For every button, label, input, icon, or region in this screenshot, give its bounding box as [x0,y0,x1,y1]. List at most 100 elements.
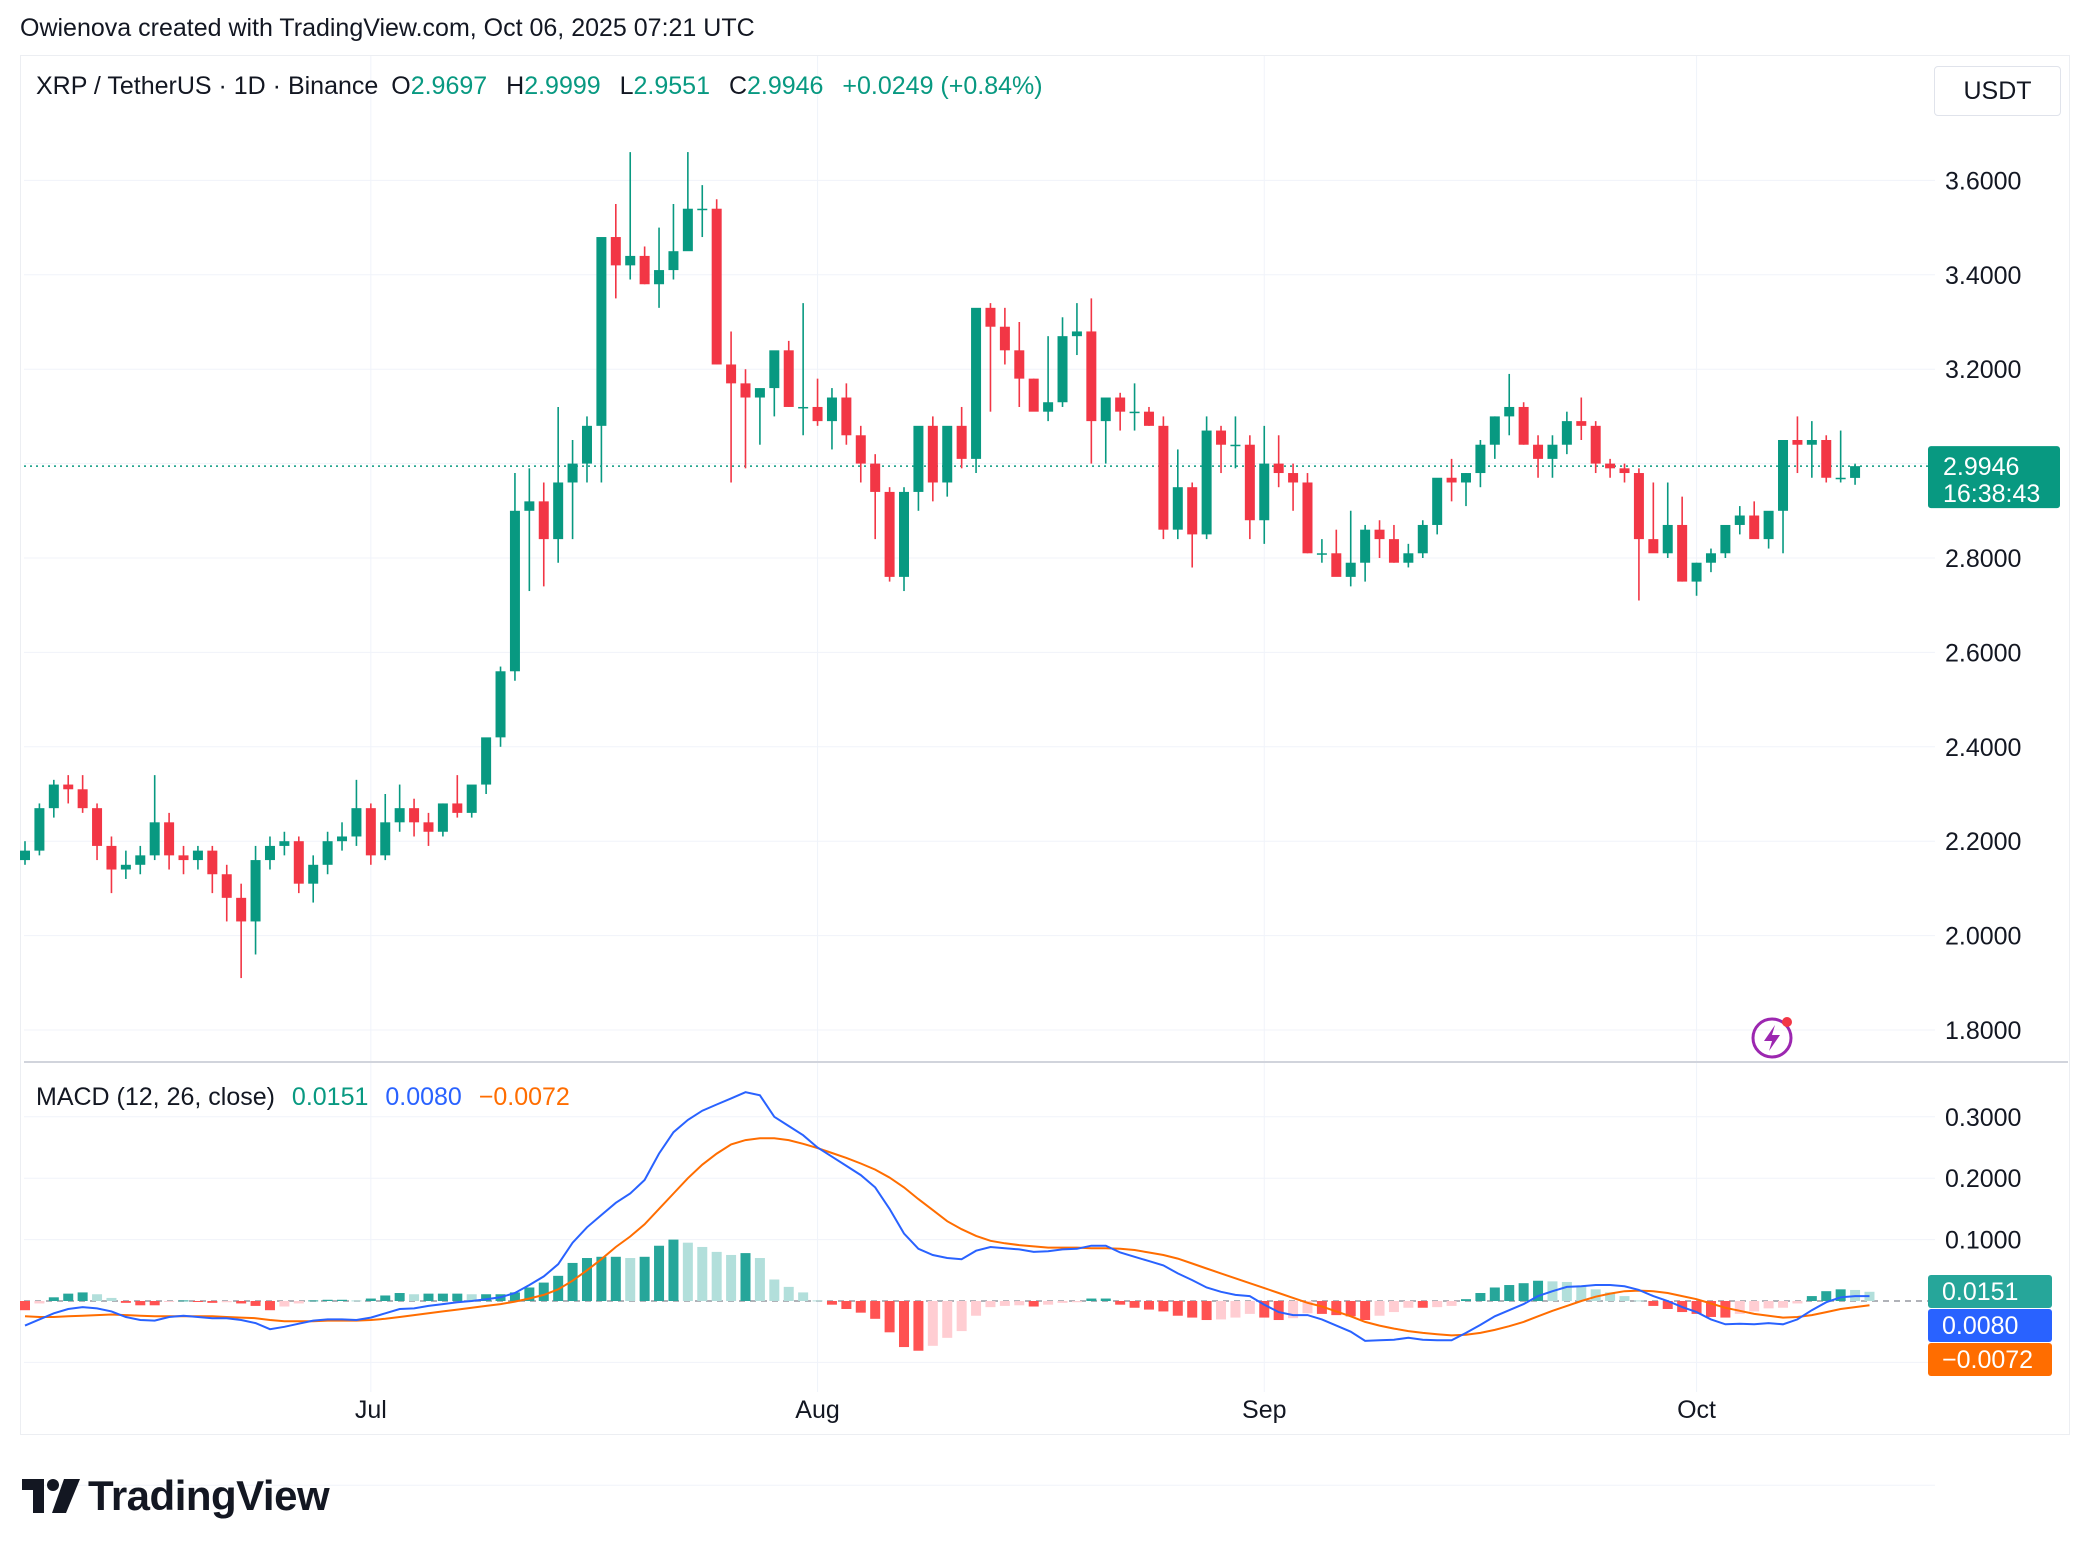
macd-histogram-bar [1518,1283,1529,1301]
low-value: 2.9551 [633,72,710,100]
candle-body [1561,421,1572,445]
candle-body [149,822,160,856]
lightning-icon[interactable] [1750,1014,1796,1060]
candle-body [999,326,1010,351]
macd-histogram-bar [1302,1301,1313,1314]
grid [24,56,2068,1486]
macd-histogram-bar [423,1293,434,1301]
macd-histogram-bar [1576,1286,1587,1301]
candle-body [899,491,910,577]
candle-body [1489,416,1500,445]
candle-body [1028,378,1039,412]
candle-body [221,874,232,898]
macd-histogram-bar [1475,1293,1486,1301]
macd-histogram-bar [1734,1301,1745,1314]
macd-histogram-bar [1705,1301,1716,1317]
candle-body [1590,425,1601,464]
macd-histogram-bar [481,1294,492,1301]
candle-body [1259,463,1270,521]
candle-body [754,388,765,398]
macd-histogram-bar [1590,1289,1601,1301]
time-tick-label: Sep [1242,1396,1286,1424]
candle-body [798,406,809,409]
macd-histogram-bar [1374,1301,1385,1316]
candle-body [135,855,146,865]
candle-body [1547,444,1558,459]
currency-unit-button[interactable]: USDT [1934,66,2061,116]
candle-body [509,510,520,672]
candle-body [394,808,405,823]
time-axis: Jul Aug Sep Oct [355,1396,1716,1424]
candle-body [1216,430,1227,445]
macd-histogram-bar [1648,1301,1659,1306]
macd-histogram-bar [1461,1299,1471,1301]
candle-body [120,864,131,870]
macd-histogram-bar [264,1301,275,1311]
macd-histogram-bar [178,1300,189,1302]
macd-histogram-bar [1806,1296,1817,1301]
macd-histogram-bar [409,1294,420,1301]
macd-histogram-bar [1778,1301,1789,1308]
candle-body [1677,524,1688,582]
macd-histogram-bar [394,1293,405,1301]
macd-histogram-bar [308,1300,319,1302]
candle-body [639,255,650,285]
candle-body [437,803,448,832]
candle-body [1288,473,1299,483]
macd-histogram-bar [927,1301,938,1346]
macd-histogram-bar [798,1292,809,1301]
change-value: +0.0249 (+0.84%) [842,72,1043,100]
candle-body [1662,524,1673,554]
macd-histogram-bar [1100,1298,1111,1301]
candle-body [927,425,938,483]
candle-body [1100,397,1111,422]
macd-histogram-bar [1086,1298,1097,1301]
macd-histogram-bar [812,1300,823,1302]
candle-body [855,435,866,464]
candle-body [1129,411,1140,414]
macd-histogram-bar [279,1301,290,1307]
macd-histogram-bar [1792,1301,1803,1304]
macd-histogram-bar [913,1301,924,1351]
candle-body [1014,350,1025,379]
candle-body [1705,553,1716,563]
candle-body [1086,331,1097,422]
macd-histogram-bar [63,1293,74,1301]
candle-body [293,841,304,884]
candle-body [1388,539,1399,563]
high-label: H [506,72,525,100]
candle-body [1720,524,1731,554]
macd-histogram-bar [1504,1285,1515,1301]
candle-body [870,463,881,492]
macd-histogram-bar [999,1301,1010,1306]
price-tick-label: 3.6000 [1945,167,2021,195]
macd-histogram-bar [92,1294,103,1301]
candle-body [1518,406,1529,445]
symbol-label[interactable]: XRP / TetherUS · 1D · Binance [36,72,379,100]
macd-histogram-bar [870,1301,881,1319]
open-value: 2.9697 [410,72,488,100]
tradingview-logo-icon [22,1479,80,1513]
macd-histogram-bar [567,1262,578,1301]
macd-histogram-bar [524,1287,535,1301]
candle-body [740,383,751,398]
macd-histogram-bar [884,1301,895,1333]
candle-body [1043,402,1054,412]
last-price-badge [1928,446,2060,509]
macd-title[interactable]: MACD (12, 26, close) [36,1083,275,1111]
candle-body [409,808,420,823]
candle-body [1806,440,1817,445]
macd-histogram-bar [1619,1296,1630,1301]
candle-body [1417,524,1428,554]
macd-histogram-bar [1143,1301,1154,1310]
macd-histogram-bar [48,1297,59,1301]
candle-body [596,237,607,426]
candle-body [985,307,996,327]
macd-histogram-bar [1071,1301,1082,1303]
candle-body [1605,463,1616,469]
candle-body [1792,440,1803,445]
candle-body [567,463,578,483]
macd-histogram-bar [1633,1300,1644,1302]
macd-histogram-bar [697,1246,708,1301]
